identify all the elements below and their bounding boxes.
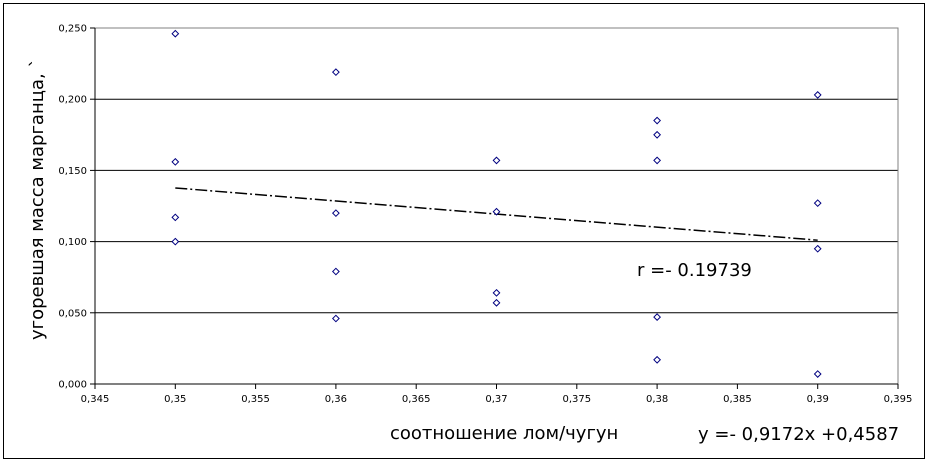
y-axis-ticks: 0,000 0,050 0,100 0,150 0,200 0,250 (58, 24, 95, 391)
data-point (653, 313, 662, 321)
data-point (813, 244, 822, 253)
data-point (492, 207, 501, 216)
data-point (331, 314, 340, 323)
y-tick-label: 0,150 (58, 166, 87, 177)
data-point (653, 130, 662, 139)
x-tick-label: 0,345 (81, 394, 110, 405)
x-tick-label: 0,39 (807, 394, 829, 405)
data-point (492, 156, 501, 165)
data-point (331, 267, 340, 276)
data-points (171, 29, 822, 378)
data-point (813, 199, 822, 208)
y-tick-label: 0,000 (58, 380, 87, 391)
correlation-label: r =- 0.19739 (637, 260, 752, 281)
x-tick-label: 0,35 (164, 394, 186, 405)
x-tick-label: 0,365 (402, 394, 431, 405)
x-axis-title: соотношение лом/чугун (390, 423, 618, 444)
data-point (492, 288, 501, 297)
plot-area (94, 27, 899, 385)
y-axis-title: угоревшая масса марганца, ` (27, 59, 48, 340)
data-point (171, 157, 180, 166)
y-tick-label: 0,250 (58, 24, 87, 35)
data-point (171, 29, 180, 38)
data-point (813, 370, 822, 378)
data-point (653, 116, 662, 125)
gridlines (95, 98, 898, 314)
data-point (331, 209, 340, 218)
trendline-equation: y =- 0,9172x +0,4587 (698, 424, 899, 445)
data-point (492, 298, 501, 307)
x-axis-ticks: 0,345 0,35 0,355 0,36 0,365 0,37 0,375 0,38 0,38… (81, 384, 913, 405)
x-tick-label: 0,36 (325, 394, 347, 405)
axes (94, 28, 898, 385)
x-tick-label: 0,38 (646, 394, 668, 405)
y-tick-label: 0,100 (58, 237, 87, 248)
data-point (331, 68, 340, 77)
data-point (813, 91, 822, 99)
x-tick-label: 0,355 (241, 394, 270, 405)
data-point (653, 355, 662, 364)
chart-frame (3, 3, 925, 459)
data-point (171, 237, 180, 246)
data-point (171, 213, 180, 222)
y-tick-label: 0,200 (58, 95, 87, 106)
x-tick-label: 0,385 (723, 394, 752, 405)
x-tick-label: 0,375 (562, 394, 591, 405)
y-tick-label: 0,050 (58, 308, 87, 319)
x-tick-label: 0,395 (884, 394, 913, 405)
x-tick-label: 0,37 (485, 394, 507, 405)
data-point (653, 156, 662, 165)
